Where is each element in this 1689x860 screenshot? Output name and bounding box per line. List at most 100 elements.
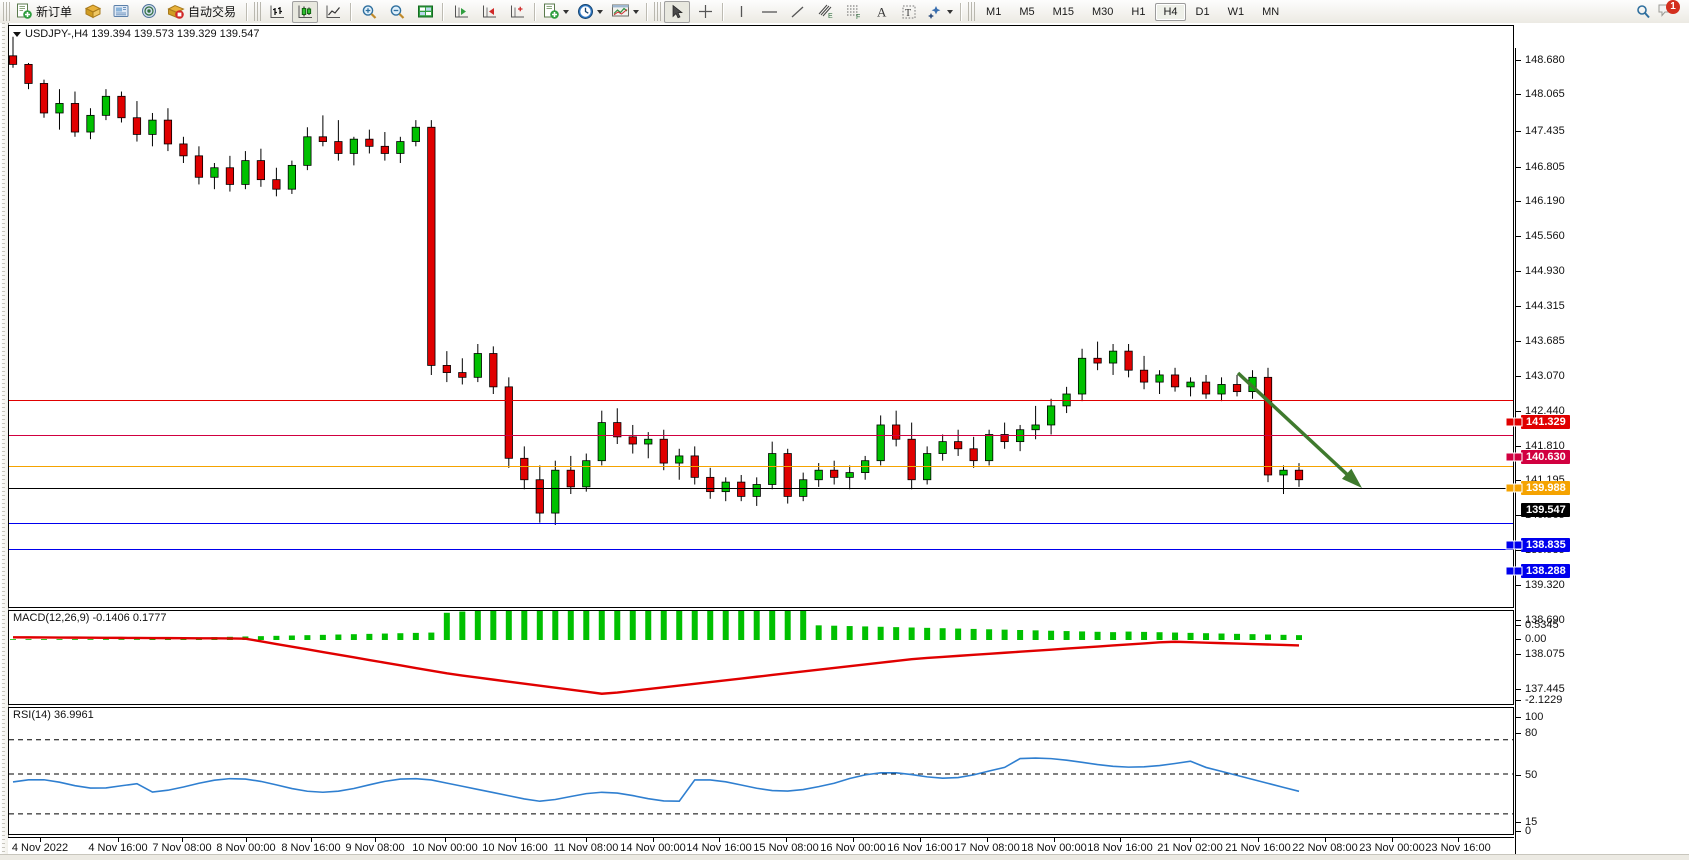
vertical-line-button[interactable] xyxy=(728,1,754,23)
chart-shift-button[interactable] xyxy=(476,1,502,23)
line-chart-button[interactable] xyxy=(320,1,346,23)
resistance-line-1-drag-handle[interactable] xyxy=(1513,417,1523,427)
toolbar-grip-1[interactable] xyxy=(3,2,10,21)
support-line-2-value-label[interactable]: 138.288 xyxy=(1521,564,1570,578)
timeframe-d1[interactable]: D1 xyxy=(1195,5,1210,18)
timeframe-h1[interactable]: H1 xyxy=(1131,5,1146,18)
time-tick xyxy=(375,838,376,842)
price-tick xyxy=(1516,201,1521,202)
support-line-1-chart-handle[interactable] xyxy=(1505,540,1515,550)
time-tick xyxy=(653,838,654,842)
chart-area[interactable]: USDJPY-,H4 139.394 139.573 139.329 139.5… xyxy=(0,23,1689,860)
rsi-series xyxy=(9,739,1513,815)
text-button[interactable]: A xyxy=(868,1,894,23)
price-tick xyxy=(1516,515,1521,516)
resistance-line-1-value-label[interactable]: 141.329 xyxy=(1521,415,1570,429)
current-price-line[interactable] xyxy=(9,488,1513,489)
tile-windows-icon xyxy=(417,4,434,20)
timeframe-w1[interactable]: W1 xyxy=(1227,5,1245,18)
candlestick-chart-icon xyxy=(297,4,314,20)
objects-dropdown-caret[interactable] xyxy=(947,9,954,14)
time-tick-label: 18 Nov 00:00 xyxy=(1021,842,1087,854)
objects-button[interactable] xyxy=(924,1,956,23)
time-tick xyxy=(786,838,787,842)
search-button[interactable] xyxy=(1630,1,1656,23)
trendline-button[interactable] xyxy=(784,1,810,23)
timeframe-m15[interactable]: M15 xyxy=(1052,5,1074,18)
fibonacci-button[interactable]: F xyxy=(840,1,866,23)
timeframe-m30[interactable]: M30 xyxy=(1092,5,1114,18)
alerts-count: 1 xyxy=(1666,0,1680,14)
support-line-2[interactable] xyxy=(9,549,1513,550)
new-order-button[interactable]: 新订单 xyxy=(13,1,78,23)
equidistant-channel-button[interactable]: E xyxy=(812,1,838,23)
resistance-line-2-chart-handle[interactable] xyxy=(1505,452,1515,462)
time-tick-label: 14 Nov 00:00 xyxy=(620,842,686,854)
support-line-2-chart-handle[interactable] xyxy=(1505,566,1515,576)
news-button[interactable] xyxy=(108,1,134,23)
text-label-button[interactable]: T xyxy=(896,1,922,23)
indicators-button[interactable] xyxy=(540,1,572,23)
current-price-line-value-label[interactable]: 139.547 xyxy=(1521,503,1570,517)
chart-shift-marker-button[interactable] xyxy=(504,1,530,23)
price-scale[interactable]: 148.680 148.065 147.435 146.805 146.190 145.5… xyxy=(1505,48,1689,860)
support-line-1[interactable] xyxy=(9,523,1513,524)
price-pane[interactable]: USDJPY-,H4 139.394 139.573 139.329 139.5… xyxy=(8,25,1514,608)
timeframe-m1[interactable]: M1 xyxy=(986,5,1002,18)
support-line-1-drag-handle[interactable] xyxy=(1513,540,1523,550)
status-bar xyxy=(0,854,1689,860)
zoom-out-button[interactable] xyxy=(384,1,410,23)
auto-scroll-icon xyxy=(453,4,470,20)
chart-menu-triangle-icon[interactable] xyxy=(13,31,21,37)
resistance-line-2[interactable] xyxy=(9,435,1513,436)
templates-button[interactable] xyxy=(608,1,642,23)
alerts-button[interactable]: 1 xyxy=(1657,0,1680,22)
cursor-button[interactable] xyxy=(664,0,691,23)
time-tick-label: 17 Nov 08:00 xyxy=(954,842,1020,854)
time-tick-label: 23 Nov 00:00 xyxy=(1359,842,1425,854)
time-tick-label: 8 Nov 16:00 xyxy=(281,842,341,854)
horizontal-line-button[interactable] xyxy=(756,1,782,23)
time-tick xyxy=(515,838,516,842)
templates-dropdown-caret[interactable] xyxy=(633,9,640,14)
objects-icon xyxy=(927,4,944,20)
time-axis[interactable]: 4 Nov 2022 4 Nov 16:00 7 Nov 08:00 8 Nov 00… xyxy=(8,837,1514,859)
pivot-line-chart-handle[interactable] xyxy=(1505,483,1515,493)
toolbar-grip-3[interactable] xyxy=(654,2,662,21)
hline-icon xyxy=(760,4,779,20)
bar-chart-button[interactable] xyxy=(264,1,290,23)
pivot-line-value-label[interactable]: 139.988 xyxy=(1521,481,1570,495)
pivot-line[interactable] xyxy=(9,466,1513,467)
toolbar-grip-2[interactable] xyxy=(254,2,262,21)
portfolio-button[interactable] xyxy=(80,1,106,23)
indicators-dropdown-caret[interactable] xyxy=(563,9,570,14)
toolbar-grip-4[interactable] xyxy=(968,2,976,21)
price-tick xyxy=(1516,306,1521,307)
crosshair-button[interactable] xyxy=(692,1,718,23)
period-button[interactable] xyxy=(574,1,606,23)
support-line-2-drag-handle[interactable] xyxy=(1513,566,1523,576)
time-tick-label: 23 Nov 16:00 xyxy=(1425,842,1491,854)
resistance-line-2-value-label[interactable]: 140.630 xyxy=(1521,450,1570,464)
resistance-line-2-drag-handle[interactable] xyxy=(1513,452,1523,462)
signals-button[interactable] xyxy=(136,1,162,23)
timeframe-h4[interactable]: H4 xyxy=(1155,2,1186,21)
auto-scroll-button[interactable] xyxy=(448,1,474,23)
timeframe-group: M1 M5 M15 M30 H1 H4 D1 W1 MN xyxy=(977,2,1288,21)
price-tick-label: 147.435 xyxy=(1525,125,1565,137)
support-line-1-value-label[interactable]: 138.835 xyxy=(1521,538,1570,552)
period-dropdown-caret[interactable] xyxy=(597,9,604,14)
candlestick-chart-button[interactable] xyxy=(292,0,319,23)
time-tick-label: 14 Nov 16:00 xyxy=(686,842,752,854)
resistance-line-1[interactable] xyxy=(9,400,1513,401)
timeframe-m5[interactable]: M5 xyxy=(1019,5,1035,18)
rsi-pane[interactable]: RSI(14) 36.9961 xyxy=(8,707,1514,835)
zoom-in-button[interactable] xyxy=(356,1,382,23)
resistance-line-1-chart-handle[interactable] xyxy=(1505,417,1515,427)
pivot-line-drag-handle[interactable] xyxy=(1513,483,1523,493)
tile-windows-button[interactable] xyxy=(412,1,438,23)
timeframe-mn[interactable]: MN xyxy=(1262,5,1280,18)
autotrading-button[interactable]: 自动交易 xyxy=(164,1,242,23)
indicator-tick xyxy=(1516,822,1521,823)
macd-pane[interactable]: MACD(12,26,9) -0.1406 0.1777 xyxy=(8,610,1514,705)
